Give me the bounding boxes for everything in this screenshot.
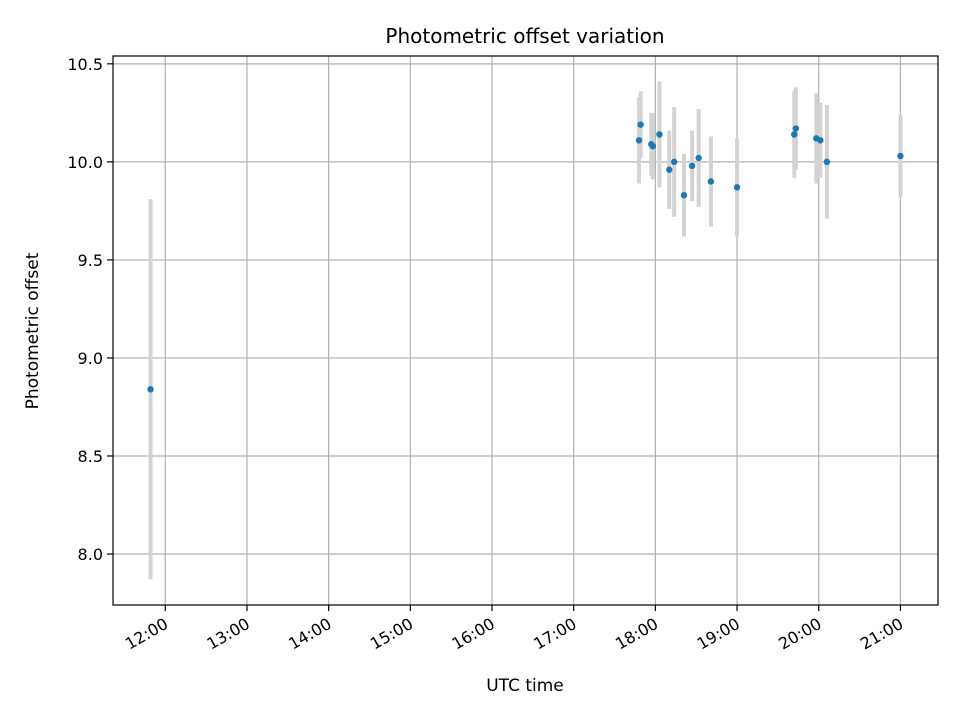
data-point (695, 154, 702, 162)
data-point (707, 178, 715, 185)
data-point (817, 137, 824, 144)
y-axis-title: Photometric offset (23, 252, 43, 409)
data-point (792, 125, 800, 132)
data-point (637, 121, 644, 128)
data-point (688, 162, 696, 169)
y-tick-label: 8.5 (78, 447, 103, 466)
data-point (635, 137, 643, 144)
data-point (666, 166, 673, 173)
data-point (823, 158, 831, 166)
x-axis-title: UTC time (486, 676, 564, 696)
data-points (147, 121, 904, 393)
data-point (656, 131, 663, 138)
data-point (791, 131, 798, 138)
y-tick-label: 10.0 (67, 153, 103, 172)
y-tick-label: 10.5 (67, 55, 103, 74)
data-point (733, 184, 741, 191)
chart-title: Photometric offset variation (385, 24, 664, 48)
data-point (897, 152, 904, 160)
data-point (670, 158, 678, 166)
y-tick-label: 8.0 (78, 545, 103, 564)
data-point (649, 142, 657, 150)
plot-frame (112, 55, 939, 606)
data-point (147, 386, 154, 393)
data-point (680, 192, 688, 199)
y-tick-label: 9.0 (78, 349, 103, 368)
y-tick-label: 9.5 (78, 251, 103, 270)
